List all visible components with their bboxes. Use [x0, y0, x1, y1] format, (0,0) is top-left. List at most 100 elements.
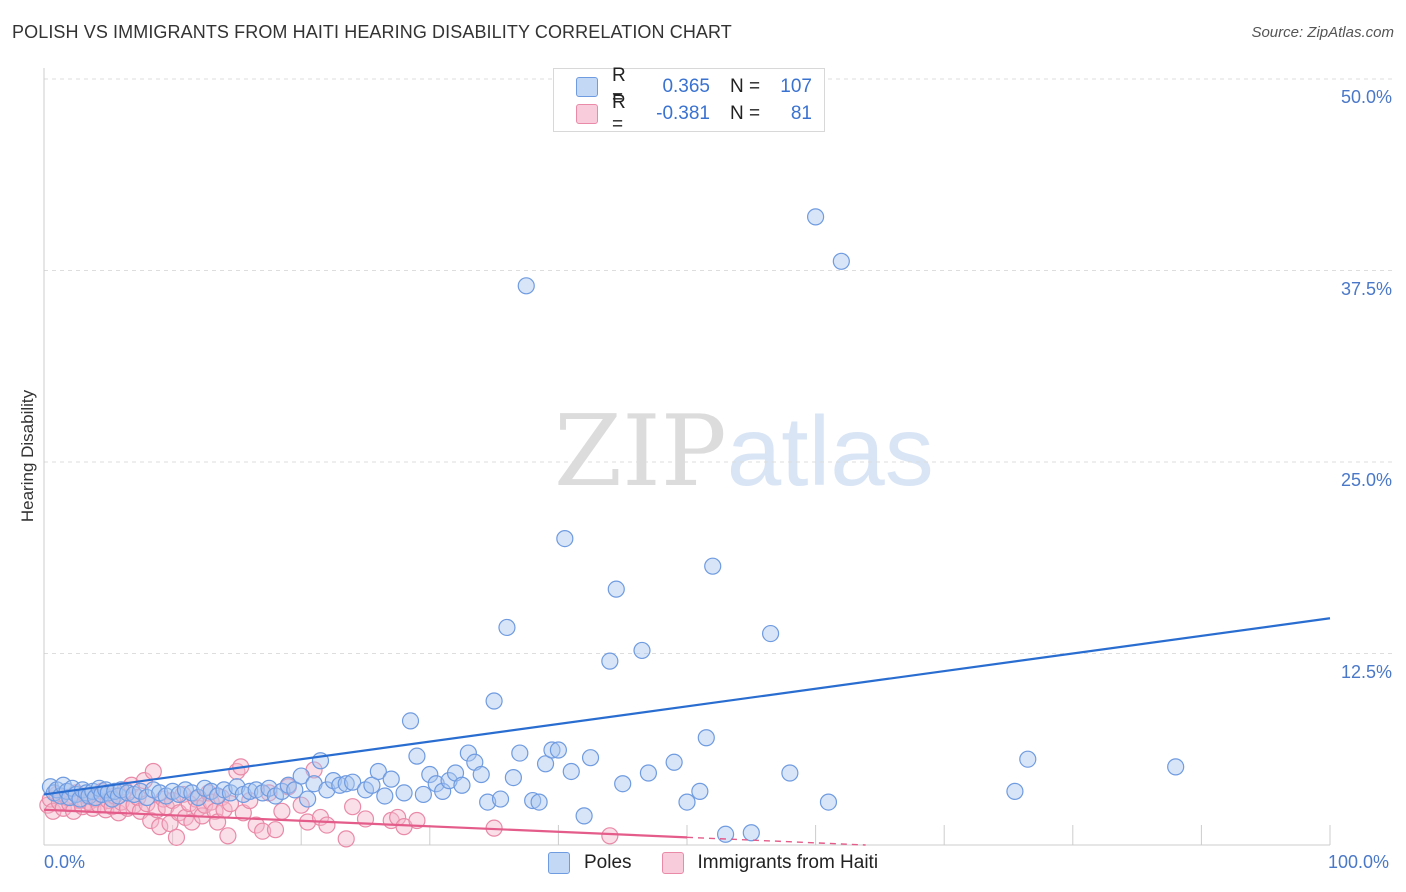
poles-point-108 [819, 793, 838, 811]
haiti-point-73 [337, 830, 355, 848]
y-tick-label-1: 25.0% [1340, 470, 1392, 490]
poles-n-label: N = [730, 76, 761, 97]
haiti-point-61 [241, 791, 259, 810]
haiti-trend-line [43, 808, 688, 839]
legend-item-haiti[interactable]: Immigrants from Haiti [661, 852, 878, 874]
poles-point-99 [678, 793, 696, 811]
watermark: ZIPatlas [554, 402, 934, 501]
haiti-point-66 [273, 802, 291, 820]
poles-point-100 [691, 782, 709, 800]
poles-point-93 [601, 652, 619, 670]
poles-point-105 [761, 624, 780, 643]
poles-point-85 [530, 793, 548, 811]
poles-point-61 [369, 762, 387, 781]
poles-point-70 [434, 782, 452, 800]
poles-point-73 [453, 776, 471, 794]
poles-point-94 [607, 580, 625, 598]
poles-point-78 [485, 692, 503, 710]
y-tick-label-2: 37.5% [1340, 278, 1392, 299]
legend-poles-swatch [548, 852, 570, 874]
poles-point-79 [491, 790, 510, 808]
poles-r-label: R = [612, 65, 626, 108]
legend-item-poles[interactable]: Poles [548, 852, 632, 874]
haiti-point-40 [167, 828, 186, 846]
haiti-point-62 [247, 816, 265, 834]
poles-trend-line [43, 617, 1331, 796]
poles-point-50 [292, 767, 310, 785]
poles-point-65 [401, 712, 420, 730]
series-legend: Poles Immigrants from Haiti [548, 852, 908, 874]
poles-point-57 [337, 775, 355, 793]
poles-point-88 [549, 741, 568, 759]
series-poles-points [41, 208, 1185, 843]
poles-point-101 [697, 729, 715, 747]
legend-row-poles: R = 0.365 N = 107 [576, 65, 812, 108]
poles-point-98 [665, 753, 683, 771]
poles-point-80 [498, 618, 516, 637]
legend-haiti-swatch [661, 852, 684, 874]
poles-swatch [576, 77, 598, 97]
poles-point-112 [1167, 758, 1185, 776]
poles-point-63 [382, 770, 400, 788]
poles-point-64 [395, 784, 413, 802]
trend-lines [43, 617, 1331, 846]
poles-point-86 [536, 755, 555, 773]
haiti-n-value: 81 [790, 103, 812, 124]
poles-point-39 [221, 784, 240, 802]
poles-point-51 [299, 790, 317, 808]
y-tick-label-3: 50.0% [1340, 87, 1392, 107]
poles-point-83 [517, 277, 535, 295]
poles-point-66 [408, 747, 426, 765]
y-tick-label-0: 12.5% [1340, 661, 1392, 682]
poles-point-67 [414, 785, 432, 804]
haiti-n-label: N = [730, 103, 761, 124]
haiti-point-81 [601, 827, 619, 845]
poles-point-90 [562, 762, 580, 781]
correlation-legend: R = 0.365 N = 107 R = -0.381 N = 81 [553, 65, 825, 135]
poles-point-106 [781, 764, 799, 782]
haiti-point-68 [292, 796, 310, 814]
poles-point-84 [524, 791, 542, 810]
poles-point-37 [209, 787, 227, 805]
haiti-point-65 [266, 821, 285, 839]
poles-point-96 [633, 641, 651, 660]
haiti-point-74 [344, 798, 362, 816]
chart-title: POLISH VS IMMIGRANTS FROM HAITI HEARING … [12, 22, 732, 42]
poles-point-76 [472, 765, 490, 784]
haiti-point-33 [144, 762, 162, 781]
haiti-r-label: R = [612, 92, 626, 135]
poles-point-92 [581, 749, 600, 767]
haiti-r-value: -0.381 [656, 103, 710, 124]
haiti-point-35 [151, 818, 169, 836]
poles-point-97 [639, 764, 658, 782]
poles-point-95 [614, 775, 632, 793]
poles-point-91 [575, 807, 593, 825]
haiti-point-63 [254, 822, 272, 840]
poles-point-42 [241, 782, 259, 800]
poles-point-109 [832, 252, 850, 270]
x-tick-min: 0.0% [44, 852, 86, 872]
poles-point-77 [479, 793, 497, 811]
poles-point-62 [376, 787, 394, 805]
axes [43, 68, 1331, 846]
haiti-point-32 [142, 811, 160, 830]
poles-point-54 [318, 781, 336, 799]
poles-point-49 [286, 781, 304, 799]
poles-point-89 [556, 529, 574, 548]
poles-point-47 [273, 782, 291, 800]
poles-point-87 [543, 741, 561, 759]
haiti-point-45 [183, 813, 201, 831]
poles-point-56 [331, 776, 349, 794]
poles-point-74 [459, 744, 477, 762]
poles-point-81 [504, 768, 522, 787]
watermark-atlas: atlas [726, 396, 934, 506]
poles-n-value: 107 [780, 76, 812, 97]
poles-point-82 [511, 744, 529, 762]
poles-point-60 [363, 776, 381, 794]
legend-poles-label: Poles [584, 852, 632, 873]
x-tick-max: 100.0% [1328, 852, 1390, 872]
source-label: Source: ZipAtlas.com [1251, 24, 1394, 41]
poles-point-103 [704, 557, 722, 575]
haiti-trend-extension [686, 836, 866, 846]
